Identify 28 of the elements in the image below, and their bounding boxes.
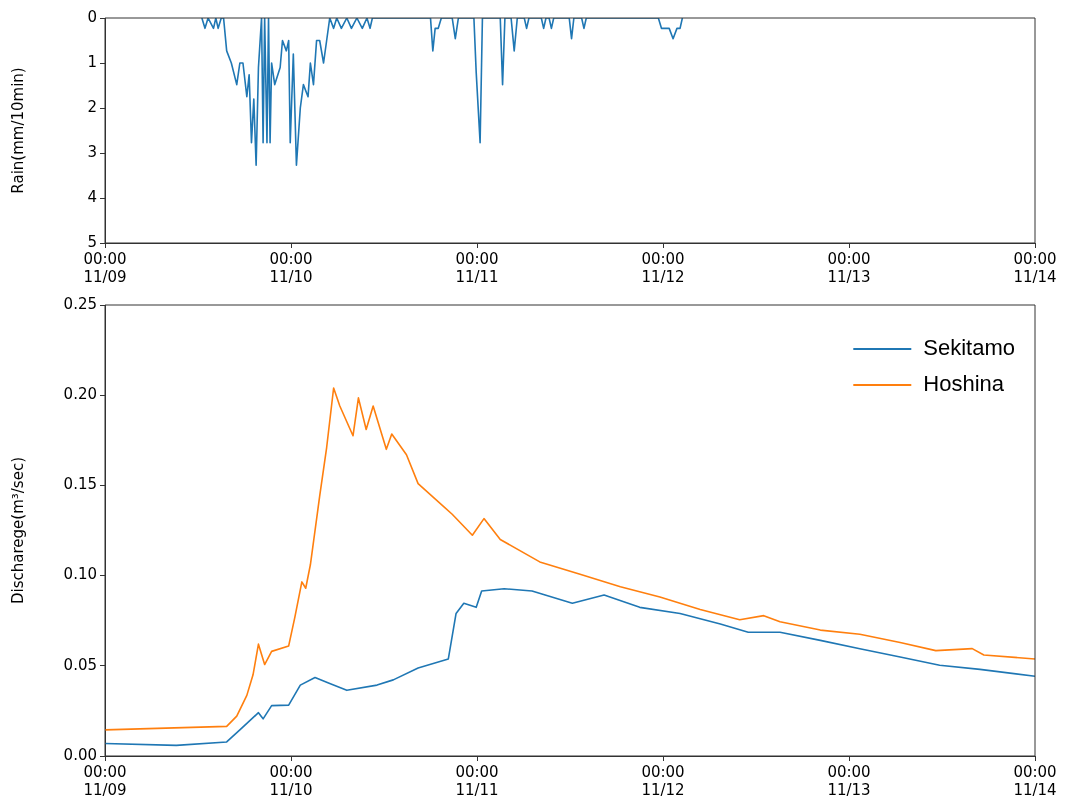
x-tick-label: 00:00 11/12 (641, 762, 685, 799)
y-tick-label: 5 (87, 232, 97, 251)
x-tick-label: 00:00 11/13 (827, 249, 871, 286)
x-tick-label: 00:00 11/12 (641, 249, 685, 286)
x-tick-label: 00:00 11/14 (1013, 249, 1057, 286)
x-tick-label: 00:00 11/11 (455, 762, 499, 799)
y-axis-title: Rain(mm/10min) (8, 67, 27, 194)
y-tick-label: 0.15 (63, 475, 97, 494)
legend-label: Sekitamo (923, 335, 1016, 361)
y-tick-label: 0.00 (63, 745, 97, 764)
y-axis-title: Discharege(m³/sec) (8, 457, 27, 604)
y-tick-label: 1 (87, 52, 97, 71)
x-tick-label: 00:00 11/10 (269, 249, 313, 286)
x-tick-label: 00:00 11/14 (1013, 762, 1057, 799)
x-tick-label: 00:00 11/09 (83, 249, 127, 286)
y-tick-label: 2 (87, 97, 97, 116)
y-tick-label: 4 (87, 187, 97, 206)
x-tick-label: 00:00 11/09 (83, 762, 127, 799)
y-tick-label: 0.20 (63, 385, 97, 404)
y-tick-label: 3 (87, 142, 97, 161)
legend-label: Hoshina (923, 371, 1005, 397)
x-tick-label: 00:00 11/13 (827, 762, 871, 799)
y-tick-label: 0 (87, 7, 97, 26)
y-tick-label: 0.10 (63, 565, 97, 584)
x-tick-label: 00:00 11/10 (269, 762, 313, 799)
y-tick-label: 0.05 (63, 655, 97, 674)
x-tick-label: 00:00 11/11 (455, 249, 499, 286)
y-tick-label: 0.25 (63, 294, 97, 313)
